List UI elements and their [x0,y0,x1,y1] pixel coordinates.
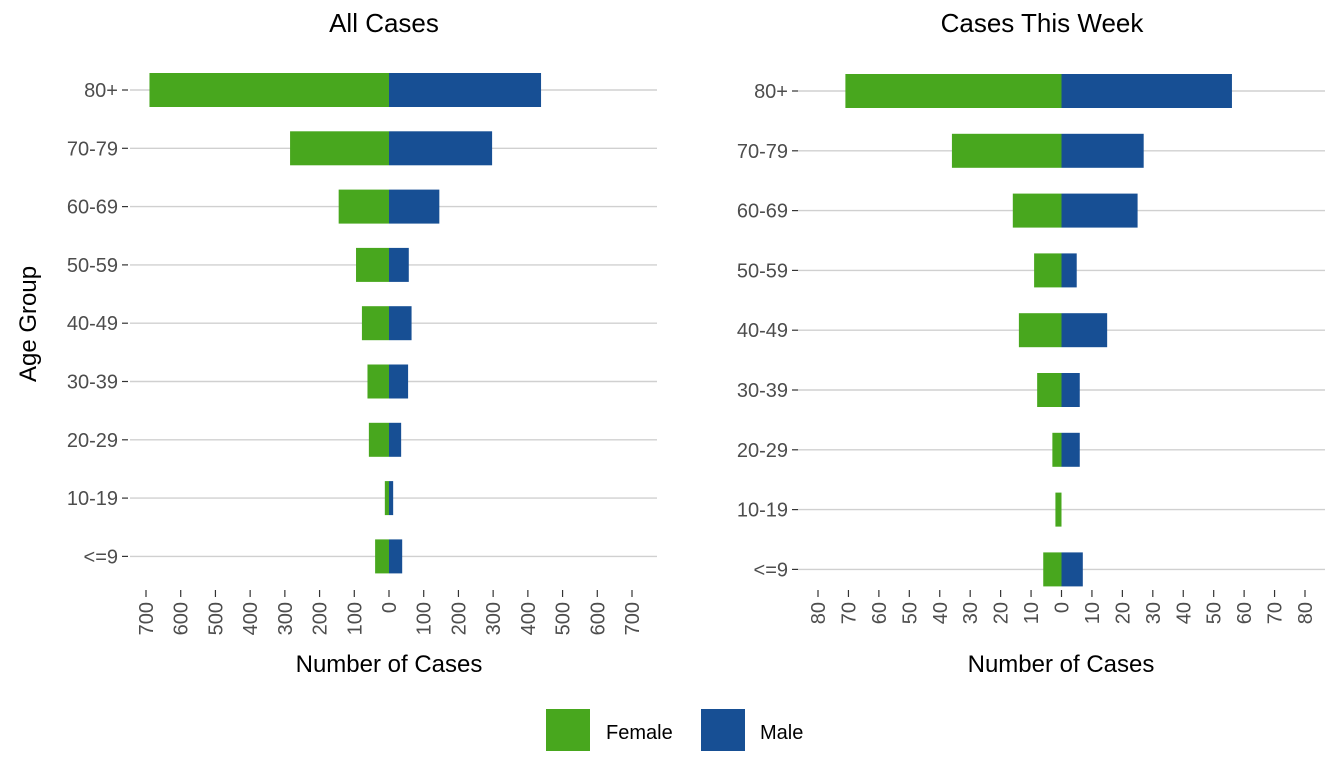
x-tick-label: 100 [414,602,436,635]
x-tick-label: 0 [379,602,401,613]
x-tick-label: 10 [1082,602,1104,624]
y-tick-label: 10-19 [737,500,788,522]
bar-female [1012,193,1062,228]
bar-male [389,481,394,516]
chart-title: All Cases [329,8,439,38]
bar-male [1061,193,1138,228]
bar-female [368,422,389,457]
bar-male [389,131,493,166]
legend-label-female: Female [606,722,673,744]
bar-female [290,131,389,166]
legend: Female Male [546,709,803,751]
bar-female [338,189,389,224]
y-tick-label: 40-49 [67,313,118,335]
y-tick-label: 50-59 [737,260,788,282]
x-tick-label: 70 [838,602,860,624]
bar-male [389,247,409,282]
x-tick-label: 300 [275,602,297,635]
bar-male [1061,313,1108,348]
y-tick-label: 40-49 [737,320,788,342]
bar-female [1034,253,1062,288]
bar-female [367,364,389,399]
x-tick-label: 400 [240,602,262,635]
chart-panel-cases-this-week: Cases This Week <=9 10-19 20-29 30-39 40-49 5… [737,8,1325,678]
bar-male [389,189,440,224]
y-tick-label: 30-39 [67,372,118,394]
bar-male [389,306,412,341]
y-tick-label: 30-39 [737,380,788,402]
bar-female [951,133,1062,168]
y-tick-label: <=9 [84,546,118,568]
y-axis-label: Age Group [15,266,42,382]
bar-male [1061,432,1080,467]
chart-title: Cases This Week [941,8,1145,38]
chart-panel-all-cases: All Cases <=9 10-19 20-29 30-39 40-49 50-59 60… [15,8,657,678]
y-tick-label: 20-29 [737,440,788,462]
y-tick-label: <=9 [754,559,788,581]
x-tick-label: 60 [1234,602,1256,624]
x-tick-label: 500 [205,602,227,635]
x-tick-label: 400 [518,602,540,635]
bar-female [149,73,389,107]
y-tick-label: 60-69 [67,197,118,219]
x-tick-label: 20 [991,602,1013,624]
x-tick-label: 60 [869,602,891,624]
bar-male [389,73,542,107]
y-tick-label: 50-59 [67,255,118,277]
bar-female [384,481,389,516]
x-axis-label: Number of Cases [296,651,483,678]
x-tick-label: 80 [1295,602,1317,624]
bar-female [361,306,389,341]
bar-male [1061,74,1232,108]
bar-male [389,539,403,574]
y-tick-label: 80+ [84,80,118,102]
bar-female [1055,492,1062,527]
x-tick-label: 0 [1052,602,1074,613]
x-tick-label: 40 [930,602,952,624]
bar-male [389,422,402,457]
bar-female [1043,552,1062,587]
x-tick-label: 200 [448,602,470,635]
bar-male [1061,552,1083,587]
x-tick-label: 80 [808,602,830,624]
x-tick-label: 600 [171,602,193,635]
legend-swatch-female [546,709,590,751]
bar-male [1061,253,1077,288]
y-tick-label: 60-69 [737,201,788,223]
legend-swatch-male [701,709,745,751]
y-tick-label: 70-79 [737,141,788,163]
x-tick-label: 50 [899,602,921,624]
x-tick-label: 100 [344,602,366,635]
x-tick-label: 200 [310,602,332,635]
bar-female [356,247,389,282]
legend-label-male: Male [760,722,803,744]
bar-female [375,539,389,574]
x-tick-label: 600 [587,602,609,635]
bar-female [1037,373,1062,407]
x-tick-label: 500 [553,602,575,635]
y-tick-label: 10-19 [67,488,118,510]
x-axis-label: Number of Cases [968,651,1155,678]
bar-male [1061,373,1080,407]
x-tick-label: 50 [1204,602,1226,624]
x-tick-label: 20 [1112,602,1134,624]
y-tick-label: 20-29 [67,430,118,452]
y-tick-label: 80+ [754,81,788,103]
x-tick-label: 30 [1143,602,1165,624]
bar-male [389,364,409,399]
x-tick-label: 700 [622,602,644,635]
x-tick-label: 70 [1265,602,1287,624]
bar-male [1061,133,1144,168]
x-tick-label: 300 [483,602,505,635]
x-tick-label: 40 [1173,602,1195,624]
x-tick-label: 30 [960,602,982,624]
y-tick-label: 70-79 [67,138,118,160]
bar-female [1052,432,1062,467]
x-tick-label: 10 [1021,602,1043,624]
bar-female [845,74,1062,108]
bar-female [1018,313,1062,348]
x-tick-label: 700 [136,602,158,635]
